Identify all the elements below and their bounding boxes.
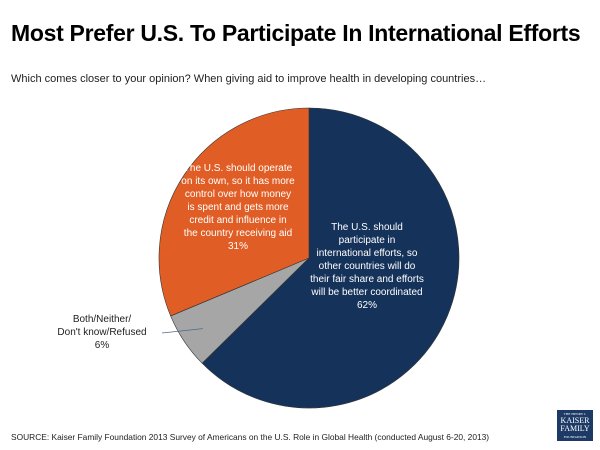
pie-slice-operate-alone [158, 107, 310, 317]
slice-label-participate: The U.S. should participate in internation… [310, 222, 424, 311]
slice-label-operate-alone: The U.S. should operate on its own, so it… [181, 163, 295, 252]
page-title: Most Prefer U.S. To Participate In Inter… [11, 20, 581, 46]
slice-label-both-neither: Both/Neither/Don't know/Refused 6% [57, 314, 146, 351]
kff-logo: THE HENRY J. KAISER FAMILY FOUNDATION [557, 410, 593, 441]
pie-slice-participate [201, 107, 460, 409]
chart-subtitle: Which comes closer to your opinion? When… [11, 73, 487, 85]
leader-line [161, 328, 203, 334]
source-note: SOURCE: Kaiser Family Foundation 2013 Su… [11, 432, 490, 442]
